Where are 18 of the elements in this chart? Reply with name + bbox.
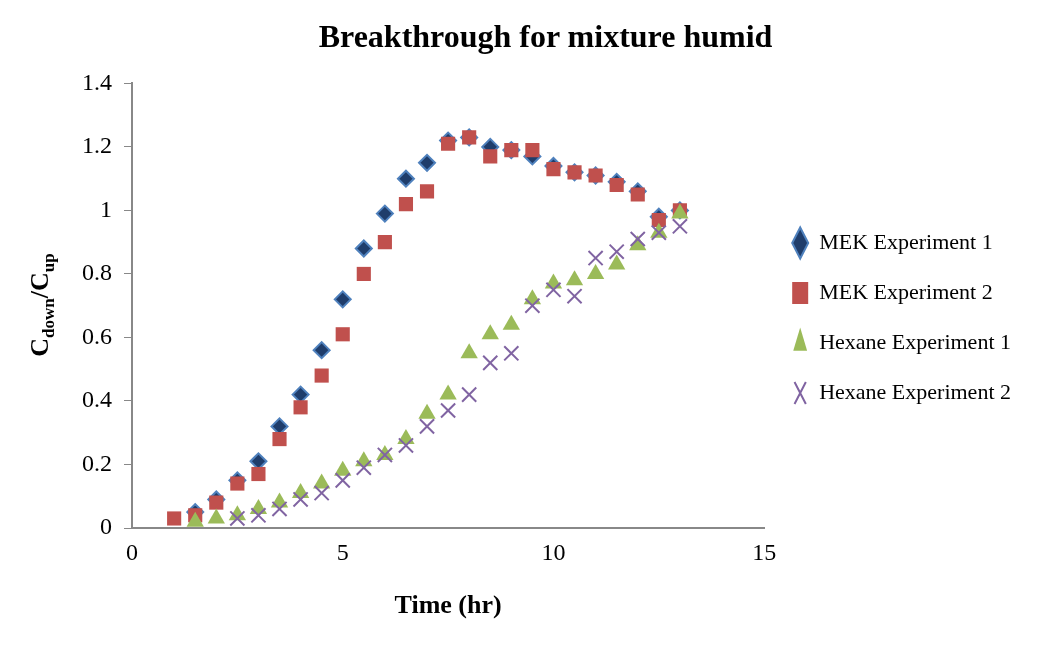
x-tick-label: 0 bbox=[126, 538, 138, 565]
y-tick-label: 0.6 bbox=[82, 322, 112, 349]
y-tick-label: 1.2 bbox=[82, 132, 112, 159]
x-axis-title: Time (hr) bbox=[394, 590, 502, 620]
legend-label: Hexane Experiment 1 bbox=[819, 328, 1011, 354]
chart-title: Breakthrough for mixture humid bbox=[318, 18, 773, 55]
legend-label: MEK Experiment 1 bbox=[819, 228, 993, 254]
y-tick-label: 1 bbox=[100, 195, 112, 222]
x-tick-label: 15 bbox=[752, 538, 777, 565]
legend-label: Hexane Experiment 2 bbox=[819, 378, 1011, 404]
legend-label: MEK Experiment 2 bbox=[819, 278, 993, 304]
y-tick-label: 1.4 bbox=[82, 68, 112, 95]
x-tick-label: 10 bbox=[541, 538, 566, 565]
y-tick-label: 0 bbox=[100, 513, 112, 540]
y-tick-label: 0.2 bbox=[82, 449, 112, 476]
x-tick-label: 5 bbox=[336, 538, 349, 565]
y-tick-label: 0.4 bbox=[82, 386, 112, 413]
y-tick-label: 0.8 bbox=[82, 259, 112, 286]
